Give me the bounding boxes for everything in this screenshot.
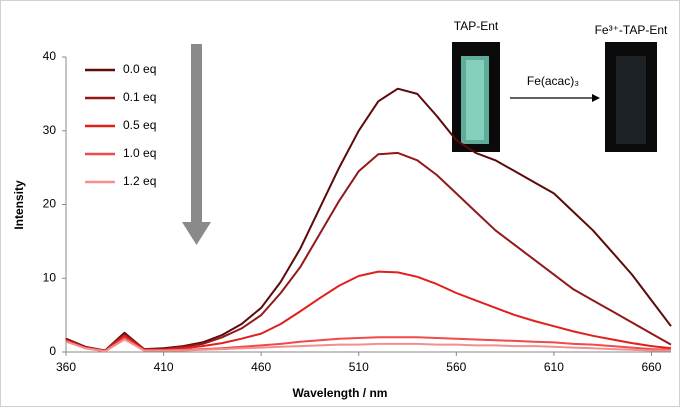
x-tick-label: 410 — [154, 360, 174, 374]
x-tick-label: 510 — [349, 360, 369, 374]
cuvette-glow — [466, 60, 484, 140]
legend-label: 0.0 eq — [123, 62, 156, 76]
annotation: Fe³⁺-TAP-Ent — [595, 23, 668, 37]
x-axis-title: Wavelength / nm — [293, 386, 388, 400]
y-tick-label: 0 — [49, 344, 56, 358]
annotation: Fe(acac)₃ — [527, 74, 579, 88]
y-tick-label: 30 — [43, 123, 57, 137]
legend-label: 0.5 eq — [123, 118, 156, 132]
y-tick-label: 20 — [43, 197, 57, 211]
x-tick-label: 360 — [56, 360, 76, 374]
y-tick-label: 40 — [43, 49, 57, 63]
trend-arrow — [191, 44, 202, 222]
annotation: TAP-Ent — [454, 19, 499, 33]
x-tick-label: 560 — [446, 360, 466, 374]
x-tick-label: 660 — [641, 360, 661, 374]
y-axis-title: Intensity — [12, 180, 26, 230]
series-line — [65, 87, 672, 352]
series-line — [65, 270, 672, 352]
cuvette-dark — [616, 56, 646, 144]
legend-label: 1.2 eq — [123, 174, 156, 188]
reaction-arrow-head — [592, 94, 600, 102]
y-tick-label: 10 — [43, 270, 57, 284]
legend-label: 0.1 eq — [123, 90, 156, 104]
trend-arrow-head — [182, 222, 211, 245]
series-line — [65, 338, 671, 353]
x-tick-label: 610 — [544, 360, 564, 374]
x-tick-label: 460 — [251, 360, 271, 374]
legend-label: 1.0 eq — [123, 146, 156, 160]
series-line — [65, 151, 672, 352]
